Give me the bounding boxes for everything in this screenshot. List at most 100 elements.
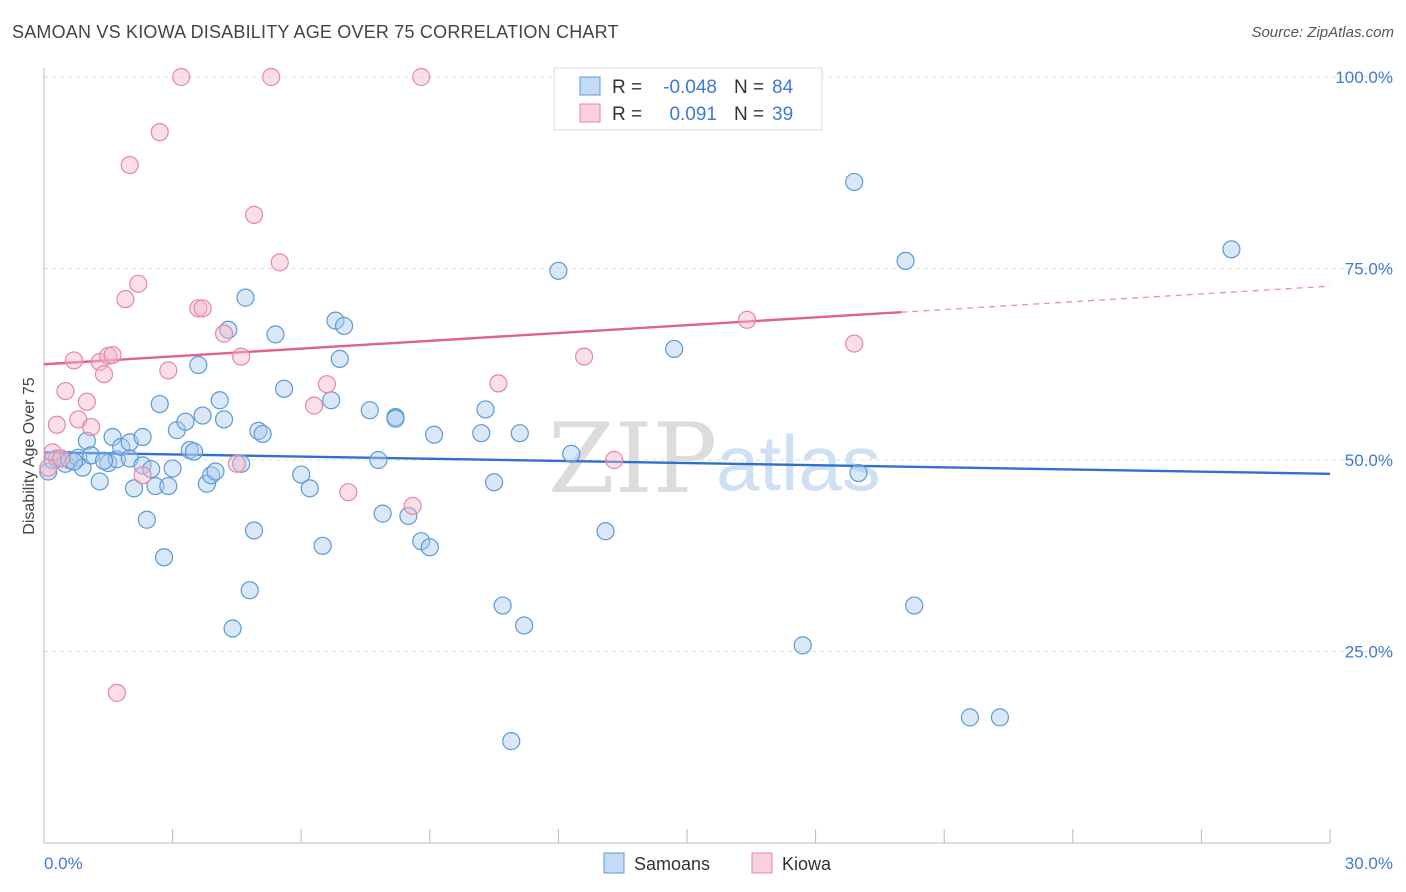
data-point-samoans xyxy=(420,538,439,557)
data-point-kiowa xyxy=(214,324,234,343)
data-point-samoans xyxy=(990,708,1010,727)
data-point-samoans xyxy=(493,596,512,615)
data-point-kiowa xyxy=(193,299,212,318)
trend-line-kiowa xyxy=(43,310,902,366)
data-point-kiowa xyxy=(232,347,251,366)
legend-n-label-kiowa: N = xyxy=(734,104,764,125)
data-point-samoans xyxy=(334,316,354,336)
data-point-samoans xyxy=(476,400,495,419)
data-point-samoans xyxy=(896,251,915,270)
data-point-samoans xyxy=(322,391,341,410)
x-tick-label-max: 30.0% xyxy=(1345,854,1393,873)
bottom-legend-swatch-kiowa xyxy=(751,852,773,874)
legend-n-value-kiowa: 39 xyxy=(772,104,793,125)
data-point-samoans xyxy=(133,456,152,475)
x-ticks xyxy=(43,829,1331,843)
data-point-samoans xyxy=(502,732,521,751)
legend-r-value-kiowa: 0.091 xyxy=(669,104,717,125)
watermark: ZIP atlas xyxy=(548,403,881,515)
y-tick-label: 50.0% xyxy=(1345,451,1393,470)
data-point-kiowa xyxy=(120,155,139,175)
source-label: Source: ZipAtlas.com xyxy=(1251,24,1394,41)
data-point-kiowa xyxy=(116,290,135,309)
data-point-samoans xyxy=(253,424,272,444)
data-point-samoans xyxy=(244,521,264,540)
data-point-samoans xyxy=(77,431,96,450)
data-point-samoans xyxy=(292,465,311,484)
data-point-samoans xyxy=(849,463,868,483)
data-point-kiowa xyxy=(845,334,864,353)
data-point-kiowa xyxy=(82,417,101,437)
data-point-kiowa xyxy=(107,683,126,702)
data-point-kiowa xyxy=(129,274,148,293)
data-point-samoans xyxy=(793,636,812,655)
legend: R = -0.048 N = 84 R = 0.091 N = 39 xyxy=(553,67,823,131)
data-point-samoans xyxy=(905,596,924,615)
chart-title: SAMOAN VS KIOWA DISABILITY AGE OVER 75 C… xyxy=(12,22,619,42)
data-point-kiowa xyxy=(489,374,508,393)
data-point-samoans xyxy=(159,476,178,496)
data-point-samoans xyxy=(330,349,349,368)
data-point-samoans xyxy=(266,325,285,344)
data-point-samoans xyxy=(137,510,156,529)
data-point-kiowa xyxy=(227,454,246,473)
data-point-kiowa xyxy=(403,496,422,516)
data-point-kiowa xyxy=(77,392,96,411)
data-point-samoans xyxy=(369,450,388,470)
data-point-samoans xyxy=(549,261,568,280)
trend-lines xyxy=(43,285,1331,475)
data-point-kiowa xyxy=(317,375,337,394)
data-point-samoans xyxy=(223,619,242,638)
data-point-samoans xyxy=(562,444,581,463)
data-point-samoans xyxy=(326,311,345,330)
data-point-samoans xyxy=(90,472,109,491)
legend-n-value-samoans: 84 xyxy=(772,77,794,98)
legend-r-label-samoans: R = xyxy=(612,77,642,98)
bottom-legend-label-samoans: Samoans xyxy=(634,854,710,874)
data-point-samoans xyxy=(214,410,234,429)
data-point-samoans xyxy=(232,454,251,473)
y-tick-labels: 25.0% 50.0% 75.0% 100.0% xyxy=(1335,68,1393,662)
trend-line-samoans xyxy=(43,451,1331,475)
legend-swatch-kiowa xyxy=(579,103,601,123)
data-point-samoans xyxy=(210,391,229,410)
trend-line-dashed-kiowa xyxy=(901,285,1331,313)
data-point-samoans xyxy=(485,473,504,492)
y-tick-label: 25.0% xyxy=(1345,643,1393,662)
data-point-samoans xyxy=(472,424,491,443)
data-point-samoans xyxy=(360,401,379,420)
data-point-samoans xyxy=(386,409,405,428)
data-point-kiowa xyxy=(737,310,757,329)
data-point-kiowa xyxy=(94,365,114,384)
data-point-kiowa xyxy=(339,483,358,502)
data-point-samoans xyxy=(845,172,864,192)
bottom-legend-label-kiowa: Kiowa xyxy=(782,854,832,874)
data-point-samoans xyxy=(236,288,255,307)
data-point-samoans xyxy=(163,459,182,478)
data-point-samoans xyxy=(133,427,152,447)
data-point-kiowa xyxy=(133,466,152,485)
data-point-kiowa xyxy=(47,415,66,434)
data-point-kiowa xyxy=(159,361,178,380)
data-point-kiowa xyxy=(244,205,264,224)
data-point-samoans xyxy=(189,355,208,375)
data-point-samoans xyxy=(146,476,165,496)
data-point-samoans xyxy=(510,424,529,443)
legend-r-value-samoans: -0.048 xyxy=(663,77,717,98)
data-point-samoans xyxy=(596,522,615,541)
data-point-samoans xyxy=(373,504,392,523)
data-point-samoans xyxy=(39,462,58,481)
legend-swatch-samoans xyxy=(579,76,601,96)
data-point-kiowa xyxy=(150,123,169,142)
legend-n-label-samoans: N = xyxy=(734,77,764,98)
data-point-samoans xyxy=(154,548,174,567)
data-point-kiowa xyxy=(52,449,71,468)
data-point-samoans xyxy=(515,616,534,635)
data-point-samoans xyxy=(94,451,114,470)
data-point-samoans xyxy=(176,412,195,431)
data-point-kiowa xyxy=(304,396,324,415)
data-point-samoans xyxy=(1222,240,1241,259)
data-point-kiowa xyxy=(270,253,289,272)
data-point-samoans xyxy=(240,581,259,600)
